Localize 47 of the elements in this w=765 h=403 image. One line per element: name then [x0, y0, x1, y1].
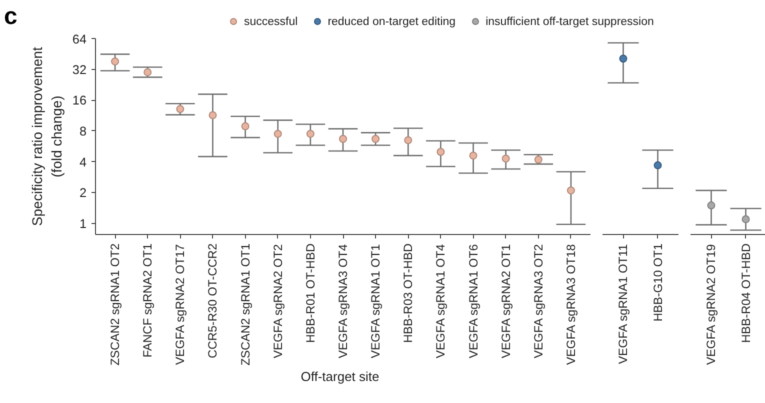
x-tick-label: VEGFA sgRNA3 OT4 — [336, 244, 350, 358]
point — [469, 152, 478, 160]
y-tick-label: 4 — [79, 155, 87, 170]
point — [339, 134, 347, 143]
legend-label: reduced on-target editing — [326, 16, 456, 28]
point — [306, 130, 314, 138]
point — [111, 57, 120, 66]
y-tick-label: 2 — [79, 186, 87, 200]
x-tick-label: VEGFA sgRNA2 OT17 — [173, 244, 188, 365]
point — [241, 122, 250, 130]
x-tick-label: VEGFA sgRNA2 OT19 — [704, 244, 718, 365]
point — [144, 68, 152, 76]
x-tick-label: HBB-G10 OT1 — [650, 243, 665, 322]
x-tick-label: VEGFA sgRNA2 OT2 — [270, 244, 285, 358]
x-tick-label: VEGFA sgRNA1 OT11 — [616, 244, 630, 364]
x-tick-label: FANCF sgRNA2 OT1 — [140, 243, 155, 358]
y-tick-label: 16 — [72, 94, 86, 108]
x-tick-label: VEGFA sgRNA1 OT6 — [466, 244, 480, 358]
x-tick-label: ZSCAN2 sgRNA1 OT1 — [238, 243, 252, 366]
point — [566, 186, 575, 194]
y-tick-label: 32 — [72, 62, 86, 77]
x-tick-label: VEGFA sgRNA3 OT2 — [531, 244, 546, 358]
x-tick-label: VEGFA sgRNA1 OT1 — [368, 244, 383, 358]
x-axis-title: Off-target site — [300, 368, 380, 386]
y-tick-label: 1 — [79, 216, 87, 231]
point — [176, 105, 184, 114]
point — [274, 130, 282, 138]
y-tick-label: 8 — [79, 124, 87, 138]
point — [436, 148, 445, 156]
point — [502, 154, 510, 163]
point — [404, 136, 412, 144]
x-tick-label: HBB-R04 OT-HBD — [738, 243, 753, 343]
y-tick-label: 64 — [72, 32, 86, 46]
point — [208, 111, 217, 120]
x-tick-label: VEGFA sgRNA2 OT1 — [498, 244, 513, 358]
y-axis-title: Specificity ratio improvement (fold change) — [29, 46, 64, 226]
x-tick-label: CCR5-R30 OT-CCR2 — [206, 243, 220, 358]
x-tick-label: VEGFA sgRNA3 OT18 — [564, 244, 578, 365]
x-tick-label: HBB-R03 OT-HBD — [401, 243, 416, 343]
legend-label: insufficient off-target suppression — [484, 16, 654, 28]
x-tick-label: HBB-R01 OT-HBD — [303, 243, 318, 343]
chart-title: c — [4, 2, 18, 32]
point — [372, 134, 380, 143]
x-tick-label: VEGFA sgRNA1 OT4 — [434, 244, 448, 358]
legend-label: successful — [243, 16, 298, 28]
point — [534, 156, 542, 164]
x-tick-label: ZSCAN2 sgRNA1 OT2 — [108, 243, 122, 366]
